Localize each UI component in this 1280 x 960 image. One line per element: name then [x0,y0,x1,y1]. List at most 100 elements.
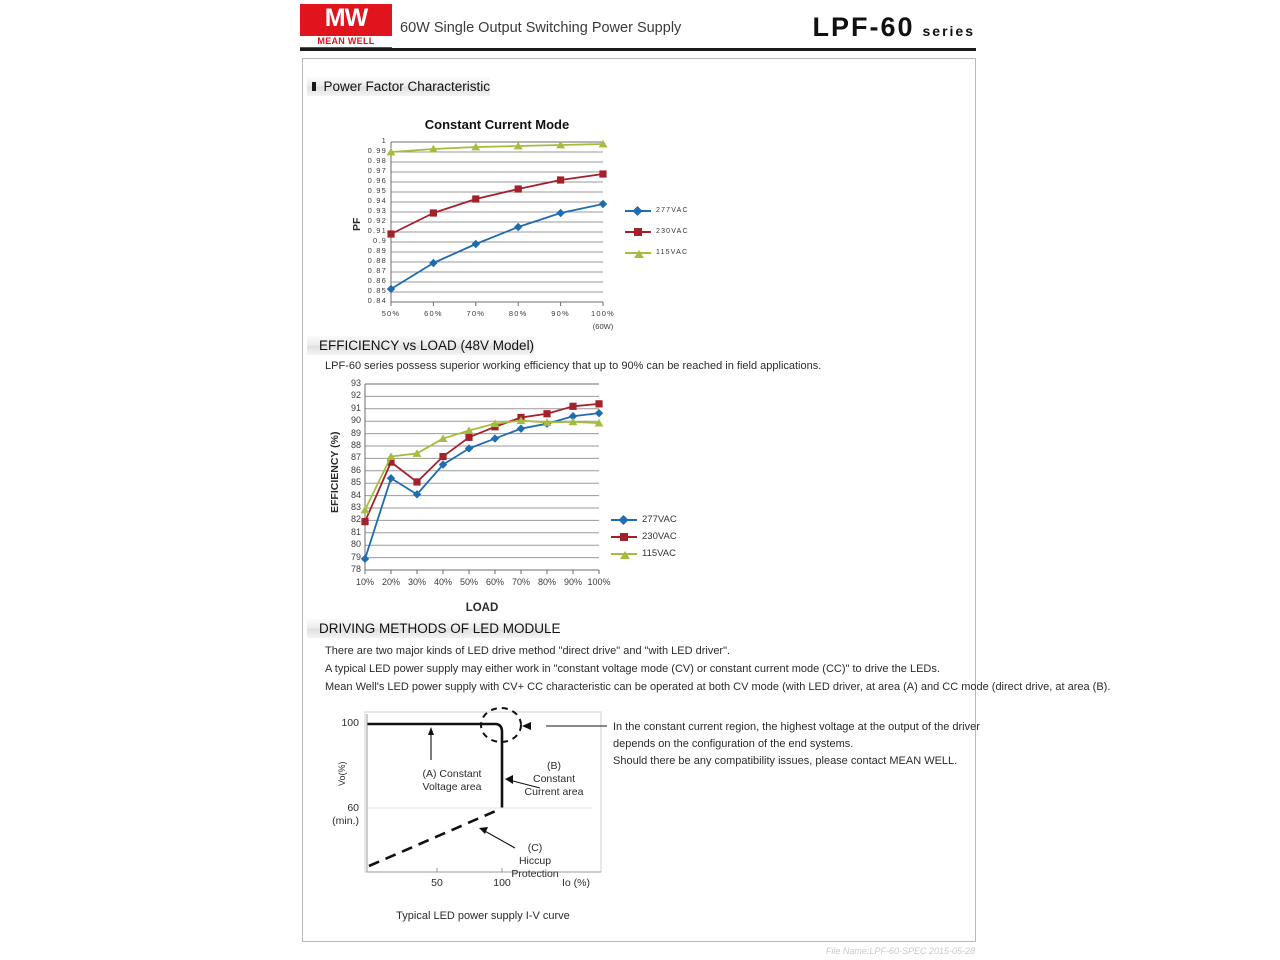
section-header-efficiency: EFFICIENCY vs LOAD (48V Model) [307,336,534,355]
power-factor-chart: 1 0.99 0.98 0.97 0.96 0.95 0.94 0.93 0.92 0.91 0.9… [303,99,975,349]
y-axis-tick-label: 0.94 [367,196,387,205]
legend-label: 115VAC [656,249,689,256]
page-header: MW MEAN WELL 60W Single Output Switching… [0,0,1280,52]
y-axis-label: PF [351,217,363,231]
y-axis-tick-label: 0.96 [367,176,387,185]
y-axis-tick-label: 0.85 [367,286,387,295]
x-axis-tick-label: 80% [537,577,556,587]
logo-mw-text: MW [324,4,368,32]
y-axis-tick-label: 0.93 [367,206,387,215]
iv-note-line-1: In the constant current region, the high… [613,721,980,733]
legend-label: 277VAC [656,207,689,214]
y-axis-tick-label: 0.95 [367,186,387,195]
y-axis-tick-label: 0.86 [367,276,387,285]
model-number: LPF-60 [812,12,915,42]
x-axis-tick-label: 10% [355,577,374,587]
legend-line-swatch [611,550,637,559]
y-axis-tick-label: 1 [381,136,387,145]
y-axis-tick-label: 82 [350,514,361,525]
mean-well-logo: MW MEAN WELL [300,4,392,48]
legend-marker-diamond-icon [632,205,643,216]
legend-label: 115VAC [642,548,676,559]
section-title: DRIVING METHODS OF LED MODULE [319,621,561,636]
iv-note-line-2: depends on the configuration of the end … [613,738,854,750]
y-axis-tick-label: 89 [350,427,361,438]
legend-marker-square-icon [620,532,628,541]
iv-annotation-b-line3: Current area [524,786,584,798]
x-axis-tick-label: 100% [591,309,615,318]
x-axis-tick-label: 90% [551,309,570,318]
legend-label: 230VAC [642,531,677,542]
header-model-block: LPF-60 series [812,12,975,43]
iv-annotation-c-line1: (C) [527,842,543,854]
legend-marker-diamond-icon [618,514,629,525]
efficiency-intro-text: LPF-60 series possess superior working e… [325,360,822,372]
iv-annotation-c-line2: Hiccup [518,855,552,867]
legend-marker-triangle-icon [620,550,630,559]
chart-title: Constant Current Mode [424,117,570,132]
x-axis-tick-label: 50% [381,309,401,318]
legend-line-swatch [625,205,651,216]
efficiency-chart: 93 92 91 90 89 88 87 86 85 84 83 82 81 80 79 78 10% 20% 30… [303,374,975,614]
section-title: Power Factor Characteristic [323,79,490,94]
iv-curve-caption: Typical LED power supply I-V curve [396,910,570,922]
y-axis-tick-label: 79 [350,551,361,562]
iv-y-axis-label: Vo(%) [337,761,347,786]
legend-item-115vac: 115VAC [611,548,676,559]
legend-item-115vac: 115VAC [625,249,689,258]
header-divider [300,48,976,51]
y-axis-tick-label: 0.97 [367,166,387,175]
legend-marker-triangle-icon [634,249,644,258]
iv-y-bottom-label-min: (min.) [332,815,359,827]
y-axis-tick-label: 86 [350,464,361,475]
legend-label: 230VAC [656,228,689,235]
y-axis-tick-label: 93 [350,378,361,388]
section-title: EFFICIENCY vs LOAD (48V Model) [319,338,535,353]
x-axis-tick-label: 40% [433,577,452,587]
iv-annotation-b-line1: (B) [547,760,561,772]
iv-curve-block: 100 60 (min.) 50 100 Io (%) (A) Constant Voltag… [303,704,980,934]
page-footer: File Name:LPF-60-SPEC 2015-05-28 [825,946,975,956]
section-header-power-factor: Power Factor Characteristic [307,77,490,96]
y-axis-tick-label: 0.87 [367,266,387,275]
logo-company-name: MEAN WELL [300,36,392,47]
x-axis-tick-label: 60% [424,309,443,318]
legend-line-swatch [625,227,651,236]
y-axis-tick-label: 92 [350,390,361,401]
y-axis-tick-label: 78 [350,564,361,574]
page-frame: Power Factor Characteristic 1 0.99 0.98 0.9… [302,58,1110,942]
series-label: series [922,23,975,39]
x-axis-tick-label: 30% [407,577,426,587]
y-axis-tick-label: 0.89 [367,246,387,255]
y-axis-tick-label: 0.91 [367,226,387,235]
legend-item-277vac: 277VAC [625,205,689,216]
legend-item-277vac: 277VAC [611,514,677,525]
y-axis-tick-label: 91 [350,402,361,413]
iv-x-tick-50: 50 [431,877,443,889]
legend-line-swatch [611,514,637,525]
y-axis-tick-label: 81 [350,526,361,537]
y-axis-tick-label: 0.84 [367,296,387,305]
y-axis-tick-label: 0.88 [367,256,387,265]
x-axis-label: LOAD [465,602,499,614]
driving-text-line-3: Mean Well's LED power supply with CV+ CC… [325,681,1111,693]
iv-annotation-a-line2: Voltage area [422,781,482,793]
iv-annotation-a-line1: (A) Constant [422,768,482,780]
y-axis-tick-label: 88 [350,440,361,450]
legend-item-230vac: 230VAC [611,531,677,542]
y-axis-tick-label: 80 [350,539,361,550]
legend-marker-square-icon [634,227,642,236]
x-axis-tick-label: 60% [485,577,504,587]
x-axis-extra-label: (60W) [592,322,614,331]
y-axis-tick-label: 0.92 [367,216,387,225]
legend-line-swatch [625,249,651,258]
x-axis-tick-label: 90% [563,577,582,587]
iv-x-axis-label: Io (%) [561,877,590,889]
x-axis-tick-label: 100% [587,577,611,587]
iv-note-line-3: Should there be any compatibility issues… [613,755,958,767]
x-axis-tick-label: 70% [466,309,486,318]
x-axis-tick-label: 20% [381,577,400,587]
iv-annotation-b-line2: Constant [532,773,576,785]
y-axis-tick-label: 83 [350,502,361,512]
driving-text-line-2: A typical LED power supply may either wo… [325,663,940,675]
